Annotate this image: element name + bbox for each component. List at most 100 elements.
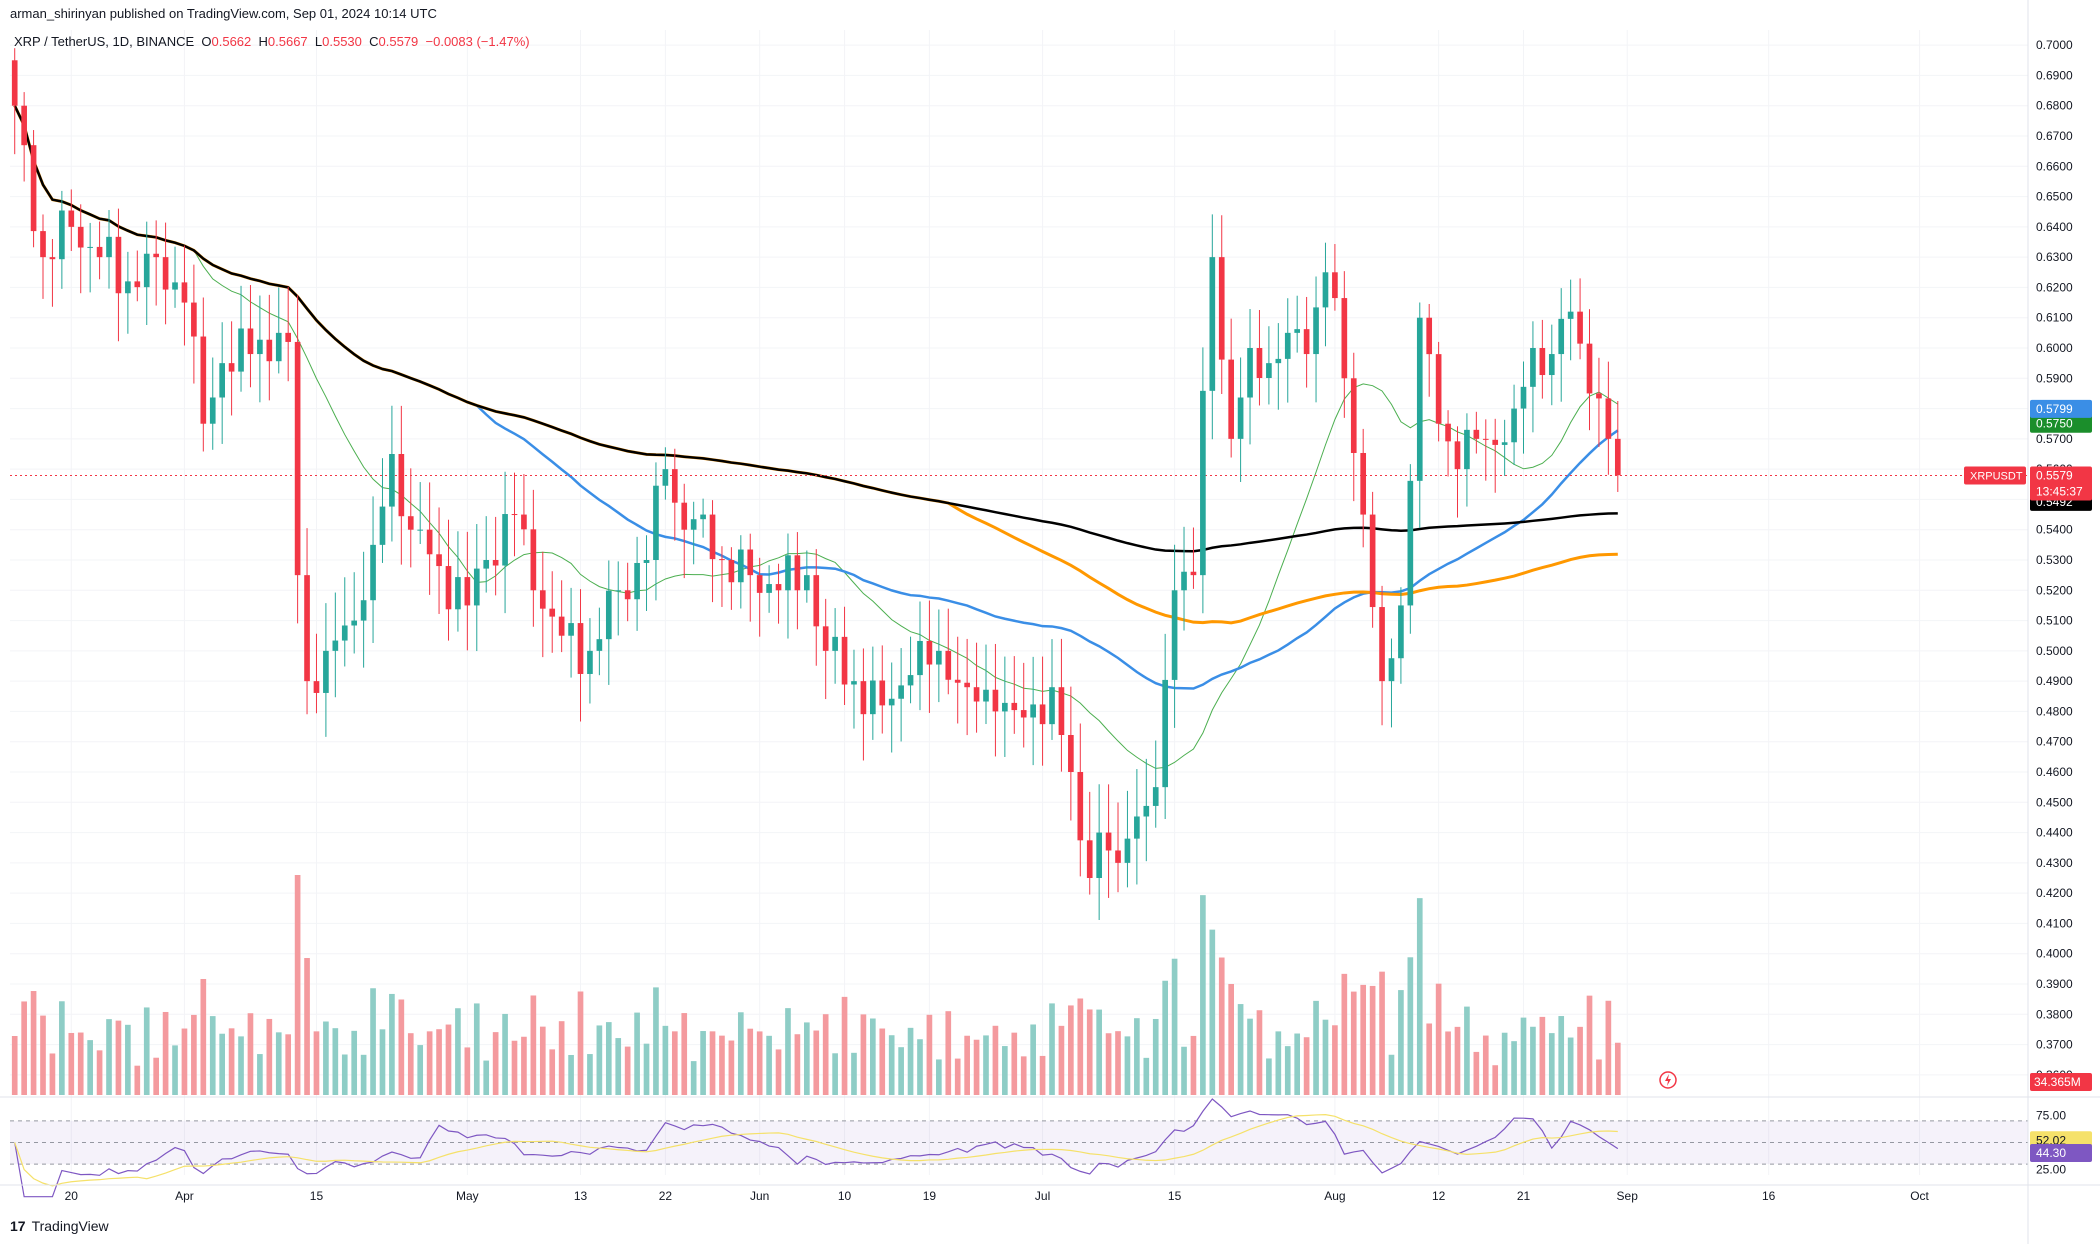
volume-bar	[973, 1039, 980, 1095]
time-tick: Sep	[1617, 1189, 1639, 1203]
volume-bar	[228, 1028, 235, 1095]
candle-body	[1049, 687, 1055, 725]
candle-body	[1586, 343, 1593, 394]
candle-body	[407, 516, 414, 530]
countdown-text: 13:45:37	[2036, 485, 2083, 499]
volume-bar	[502, 1013, 508, 1095]
volume-bar	[1445, 1031, 1451, 1095]
candle-body	[1520, 386, 1527, 409]
ma20-badge-text: 0.5750	[2036, 417, 2073, 431]
lightning-icon[interactable]	[1659, 1071, 1677, 1089]
candle-body	[1124, 838, 1131, 863]
volume-bar	[1388, 1054, 1395, 1095]
volume-bar	[1379, 971, 1385, 1095]
price-tick: 0.6400	[2036, 220, 2073, 234]
candle-body	[775, 584, 782, 591]
candles	[11, 48, 1621, 920]
volume-bar	[992, 1025, 999, 1095]
volume-bar	[1332, 1025, 1338, 1095]
volume-bar	[1002, 1046, 1008, 1095]
volume-bar	[294, 875, 301, 1095]
candle-body	[445, 566, 452, 610]
volume-bar	[898, 1047, 904, 1095]
volume-bar	[568, 1054, 574, 1095]
volume-bar	[59, 1001, 65, 1095]
candle-body	[125, 281, 131, 294]
price-tick: 0.4200	[2036, 886, 2073, 900]
volume-bar	[719, 1035, 725, 1095]
candle-body	[587, 650, 593, 674]
volume-bar	[1530, 1026, 1536, 1095]
volume-bar	[30, 991, 37, 1095]
candle-body	[747, 549, 754, 576]
candle-body	[332, 640, 339, 651]
volume-bar	[483, 1060, 490, 1095]
tradingview-logo[interactable]: 17 TradingView	[10, 1218, 109, 1234]
price-tick: 0.5700	[2036, 432, 2073, 446]
candle-body	[257, 339, 263, 355]
candle-body	[1492, 439, 1499, 445]
volume-bar	[1068, 1005, 1074, 1095]
candle-body	[360, 600, 367, 621]
volume-bar	[1143, 1057, 1150, 1095]
price-badges: 0.57500.57990.55250.5492XRPUSDT0.557913:…	[1659, 399, 2092, 1163]
volume-bar	[49, 1053, 56, 1095]
volume-bar	[587, 1054, 593, 1095]
candle-body	[162, 257, 169, 290]
volume-bar	[1501, 1032, 1508, 1095]
volume-bar	[87, 1040, 93, 1095]
volume-bar	[1303, 1037, 1310, 1095]
symbol-badge	[1964, 466, 2026, 485]
volume-bar	[634, 1012, 640, 1095]
rsi-ma-badge-text: 52.02	[2036, 1133, 2066, 1147]
candle-body	[134, 281, 141, 288]
candle-body	[21, 105, 27, 146]
candle-body	[1407, 480, 1414, 606]
candle-body	[1247, 348, 1253, 398]
candle-body	[737, 549, 744, 583]
volume-bar	[1482, 1035, 1489, 1095]
volume-bar	[728, 1040, 735, 1095]
candle-body	[275, 332, 282, 362]
candle-body	[926, 640, 933, 665]
volume-bar	[134, 1065, 141, 1095]
volume-bar	[1162, 980, 1168, 1095]
candle-body	[77, 226, 84, 248]
volume-bar	[1511, 1041, 1517, 1095]
volume-bar	[389, 993, 395, 1095]
volume-bar	[1247, 1018, 1253, 1095]
candle-body	[68, 210, 75, 227]
close-value: 0.5579	[378, 34, 419, 49]
candle-body	[954, 679, 961, 683]
volume-badge-text: 34.365M	[2034, 1075, 2081, 1089]
candle-body	[1454, 441, 1461, 470]
candle-body	[964, 682, 970, 688]
candle-body	[634, 562, 640, 600]
candle-body	[1596, 393, 1602, 399]
price-tick: 0.3800	[2036, 1007, 2073, 1021]
volume-bar	[360, 1054, 367, 1095]
rsi-pane	[0, 1096, 2100, 1198]
volume-bar	[813, 1030, 820, 1095]
volume-bar	[1577, 1026, 1583, 1095]
candle-body	[1388, 658, 1395, 682]
candle-body	[1360, 452, 1367, 515]
price-tick: 0.4800	[2036, 704, 2073, 718]
symbol-badge-text: XRPUSDT	[1970, 471, 2023, 483]
candle-body	[577, 623, 584, 674]
price-tick: 0.4000	[2036, 947, 2073, 961]
volume-bar	[445, 1024, 452, 1095]
price-tick: 0.6000	[2036, 341, 2073, 355]
price-tick: 0.6200	[2036, 280, 2073, 294]
candle-body	[1294, 329, 1301, 333]
candle-body	[30, 145, 37, 232]
candle-body	[436, 554, 442, 567]
volume-bar	[624, 1046, 631, 1095]
volume-bar	[455, 1008, 461, 1095]
candle-body	[1567, 311, 1574, 319]
candle-body	[304, 575, 310, 682]
candle-body	[247, 328, 254, 355]
volume-bar	[332, 1028, 339, 1095]
candle-body	[209, 397, 216, 424]
